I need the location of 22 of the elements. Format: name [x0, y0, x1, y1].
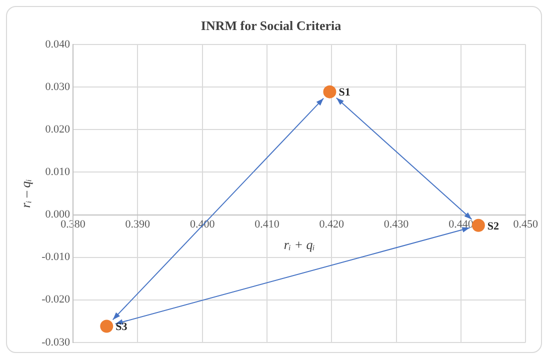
series-label: S3 [116, 321, 128, 334]
series-label: S2 [487, 220, 500, 232]
series-label: S1 [338, 86, 350, 99]
x-tick-label: 0.450 [513, 218, 538, 230]
y-axis-title: rᵢ – qᵢ [18, 179, 34, 208]
y-tick-label: -0.030 [42, 336, 71, 348]
y-tick-label: 0.030 [45, 81, 71, 94]
x-tick-label: 0.430 [384, 218, 410, 230]
x-tick-label: 0.410 [254, 218, 280, 230]
y-tick-label: 0.000 [45, 208, 71, 221]
x-tick-label: 0.390 [125, 218, 151, 230]
y-tick-label: -0.010 [42, 251, 71, 264]
y-tick-label: -0.020 [42, 294, 71, 306]
point [323, 85, 336, 98]
x-tick-label: 0.420 [319, 218, 345, 230]
y-tick-label: 0.010 [45, 166, 71, 178]
y-tick-label: 0.020 [45, 124, 71, 136]
chart-title: INRM for Social Criteria [200, 18, 342, 34]
y-tick-label: 0.040 [45, 38, 71, 50]
point [100, 320, 114, 333]
point [472, 218, 485, 232]
x-axis-title: rᵢ + qᵢ [284, 237, 315, 252]
